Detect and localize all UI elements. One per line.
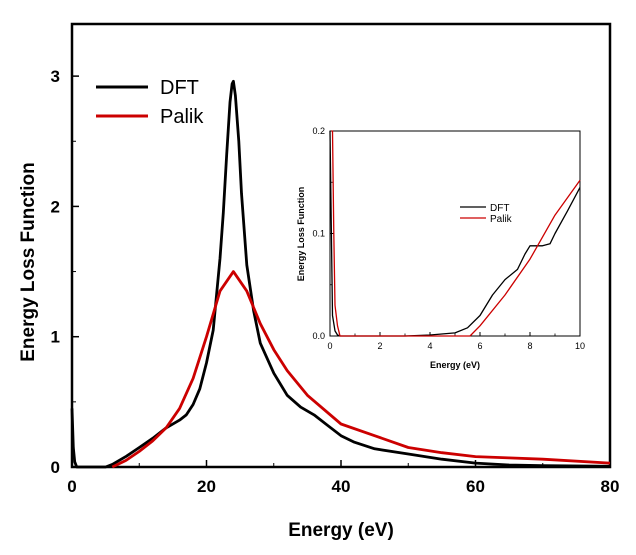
inset-series-line-palik [331,130,581,337]
inset-y-tick-label: 0.0 [312,331,325,341]
inset-y-axis-title: Energy Loss Function [296,187,306,282]
y-tick-label: 3 [51,67,60,86]
inset-series-line-dft [329,130,581,337]
y-tick-label: 0 [51,458,60,477]
inset-legend: DFT Palik [460,203,513,225]
x-tick-label: 0 [67,477,76,496]
x-tick-label: 20 [197,477,216,496]
x-tick-label: 40 [332,477,351,496]
series-line-dft [70,79,611,469]
legend-label-dft: DFT [160,77,199,99]
y-tick-label: 2 [51,197,60,216]
x-tick-label: 80 [601,477,620,496]
inset-x-tick-label: 2 [377,341,382,351]
x-tick-label: 60 [466,477,485,496]
y-axis-title: Energy Loss Function [18,162,39,362]
inset-x-tick-label: 6 [477,341,482,351]
main-legend: DFT Palik [96,77,204,128]
inset-y-tick-label: 0.2 [312,126,325,136]
y-tick-label: 1 [51,328,60,347]
series-line-palik [111,270,611,469]
inset-legend-label-palik: Palik [490,214,513,225]
inset-x-tick-label: 10 [575,341,585,351]
inset-x-axis-title: Energy (eV) [430,360,480,370]
inset-legend-label-dft: DFT [490,203,509,214]
inset-x-tick-label: 0 [327,341,332,351]
x-axis-title: Energy (eV) [288,520,394,541]
inset-y-tick-label: 0.1 [312,229,325,239]
legend-label-palik: Palik [160,106,204,128]
inset-plot-frame [329,130,581,337]
inset-x-tick-label: 8 [527,341,532,351]
inset-x-tick-label: 4 [427,341,432,351]
